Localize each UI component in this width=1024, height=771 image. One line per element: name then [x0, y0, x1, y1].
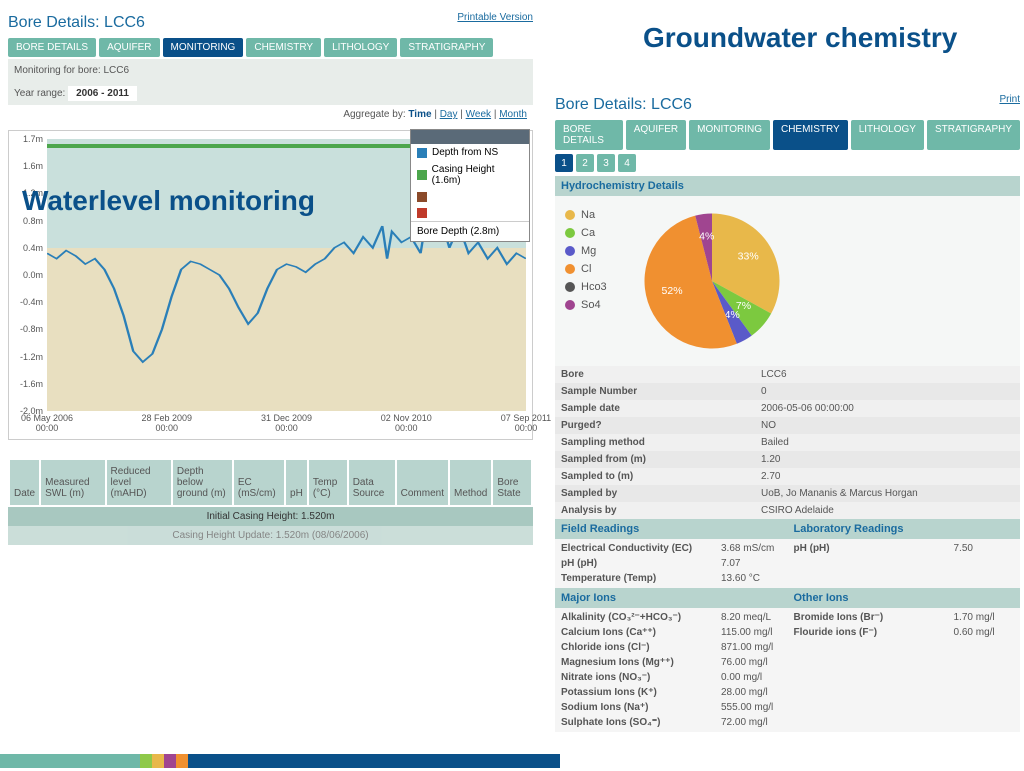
- tab-lithology[interactable]: LITHOLOGY: [324, 38, 397, 57]
- chemistry-panel: Print Bore Details: LCC6 BORE DETAILSAQU…: [555, 90, 1020, 732]
- details-list: BoreLCC6Sample Number0Sample date2006-05…: [555, 366, 1020, 519]
- tab-bore-details[interactable]: BORE DETAILS: [8, 38, 96, 57]
- svg-text:4%: 4%: [699, 230, 714, 242]
- hydro-header: Hydrochemistry Details: [555, 176, 1020, 196]
- print-link-right[interactable]: Print: [999, 94, 1020, 105]
- sample-tab-1[interactable]: 1: [555, 154, 573, 172]
- svg-text:52%: 52%: [661, 285, 682, 297]
- pie-legend: NaCaMgClHco3So4: [565, 206, 607, 356]
- casing-msg-2: Casing Height Update: 1.520m (08/06/2006…: [8, 526, 533, 545]
- tab-aquifer[interactable]: AQUIFER: [626, 120, 686, 150]
- field-readings-hdr: Field Readings: [555, 519, 788, 539]
- year-range-value[interactable]: 2006 - 2011: [68, 86, 137, 101]
- other-ions-hdr: Other Ions: [788, 588, 1021, 608]
- agg-month[interactable]: Month: [499, 109, 527, 120]
- hydro-area: NaCaMgClHco3So4 33%7%4%52%4%: [555, 196, 1020, 366]
- lab-readings-hdr: Laboratory Readings: [788, 519, 1021, 539]
- tab-monitoring[interactable]: MONITORING: [163, 38, 244, 57]
- tab-lithology[interactable]: LITHOLOGY: [851, 120, 924, 150]
- page-title-right: Bore Details: LCC6: [555, 90, 1020, 120]
- pie-chart: 33%7%4%52%4%: [627, 206, 797, 356]
- sample-tab-4[interactable]: 4: [618, 154, 636, 172]
- svg-text:33%: 33%: [737, 251, 758, 263]
- overlay-heading-right: Groundwater chemistry: [643, 22, 957, 54]
- waterlevel-chart: 1.7m1.6m1.2m0.8m0.4m0.0m-0.4m-0.8m-1.2m-…: [8, 130, 533, 440]
- print-link[interactable]: Printable Version: [457, 12, 533, 23]
- aggregate-bar: Aggregate by: Time | Day | Week | Month: [8, 105, 533, 124]
- tab-bore-details[interactable]: BORE DETAILS: [555, 120, 623, 150]
- footer-bar: [0, 754, 560, 768]
- year-range: Year range: 2006 - 2011: [8, 82, 533, 105]
- tab-stratigraphy[interactable]: STRATIGRAPHY: [927, 120, 1020, 150]
- sample-tab-2[interactable]: 2: [576, 154, 594, 172]
- data-table: DateMeasured SWL (m)Reduced level (mAHD)…: [8, 458, 533, 507]
- page-title: Bore Details: LCC6: [8, 8, 533, 38]
- major-ions-hdr: Major Ions: [555, 588, 788, 608]
- agg-day[interactable]: Day: [440, 109, 458, 120]
- casing-msg-1: Initial Casing Height: 1.520m: [8, 507, 533, 526]
- monitoring-label: Monitoring for bore: LCC6: [8, 59, 533, 82]
- tabs-right: BORE DETAILSAQUIFERMONITORINGCHEMISTRYLI…: [555, 120, 1020, 150]
- agg-week[interactable]: Week: [466, 109, 491, 120]
- tabs: BORE DETAILSAQUIFERMONITORINGCHEMISTRYLI…: [8, 38, 533, 57]
- tab-monitoring[interactable]: MONITORING: [689, 120, 770, 150]
- tab-stratigraphy[interactable]: STRATIGRAPHY: [400, 38, 493, 57]
- overlay-heading-left: Waterlevel monitoring: [22, 185, 315, 217]
- monitoring-panel: Printable Version Bore Details: LCC6 BOR…: [8, 8, 533, 545]
- tab-chemistry[interactable]: CHEMISTRY: [773, 120, 848, 150]
- chart-legend: Depth from NS Casing Height (1.6m) Bore …: [410, 129, 530, 242]
- tab-aquifer[interactable]: AQUIFER: [99, 38, 159, 57]
- tab-chemistry[interactable]: CHEMISTRY: [246, 38, 321, 57]
- sample-tab-3[interactable]: 3: [597, 154, 615, 172]
